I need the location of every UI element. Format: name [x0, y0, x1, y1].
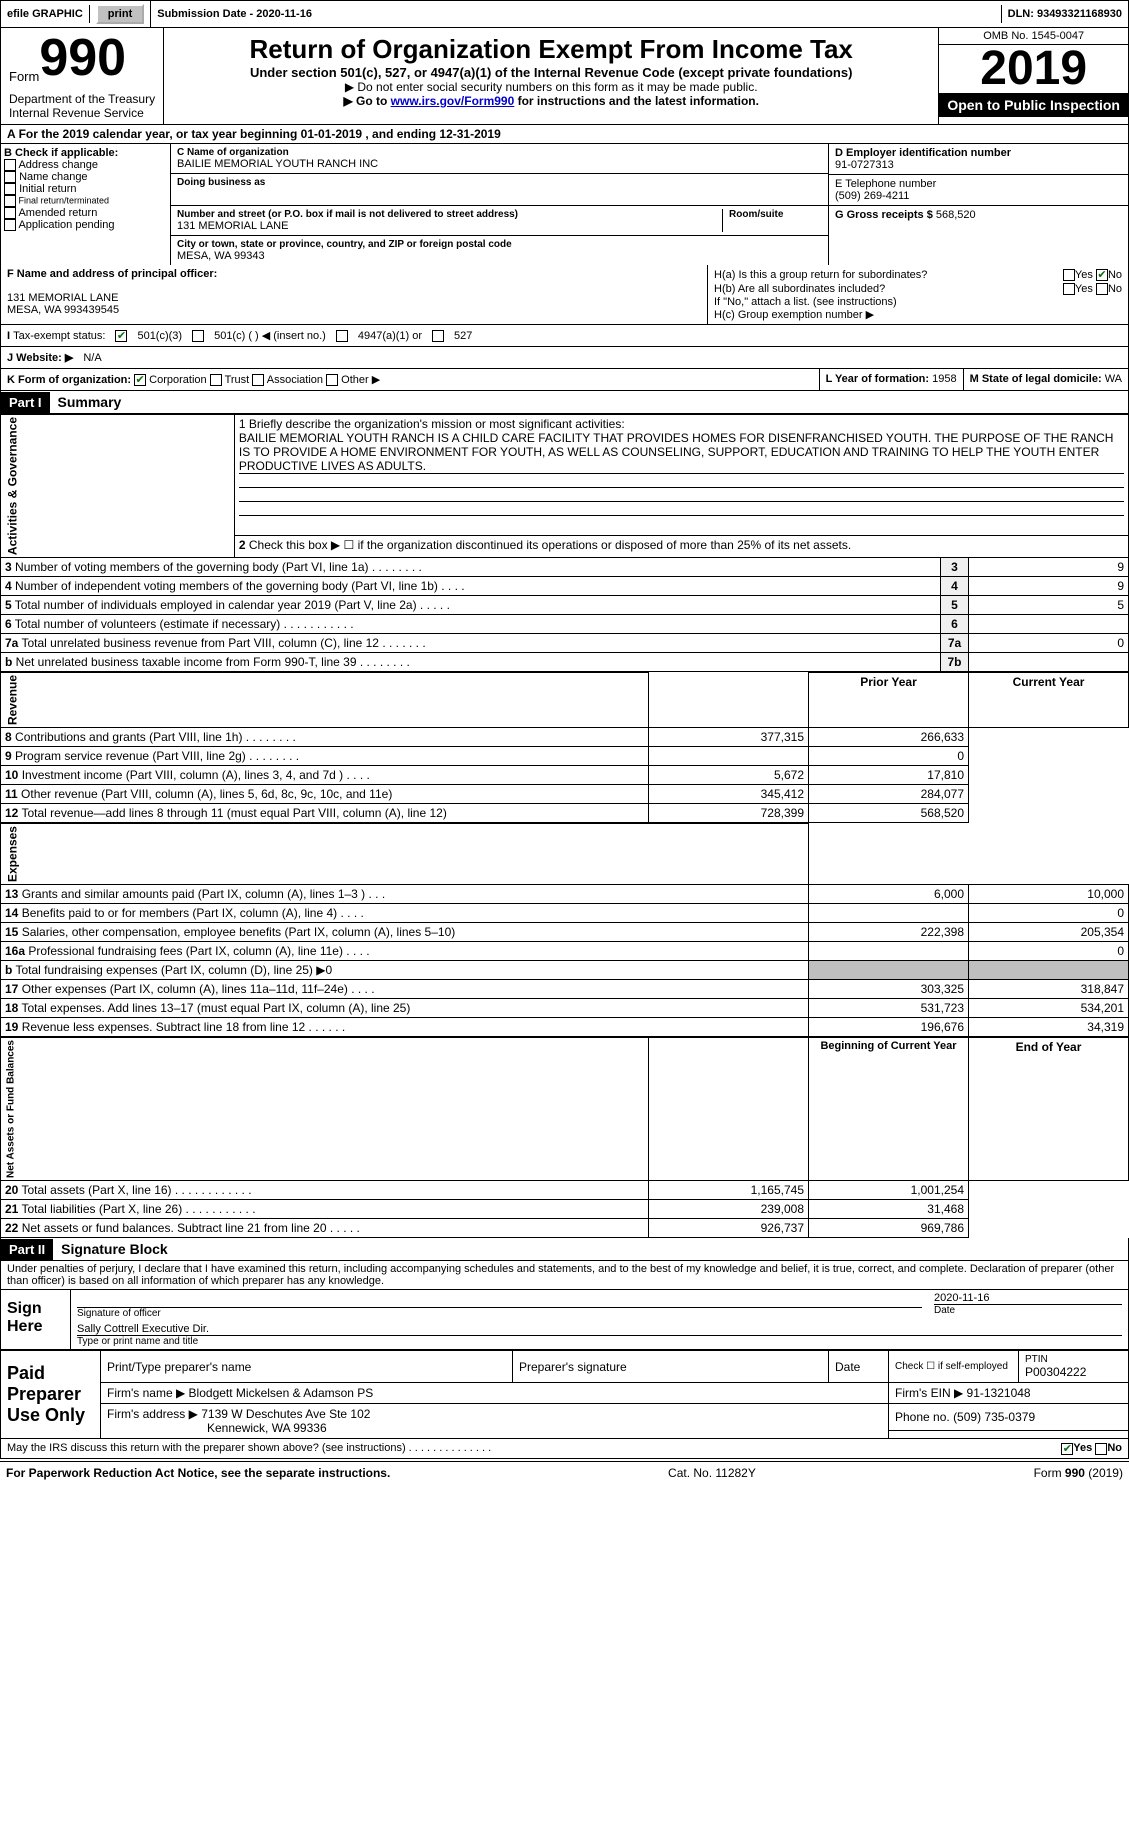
form-title: Return of Organization Exempt From Incom… [170, 34, 932, 65]
preparer-table: Paid Preparer Use Only Print/Type prepar… [0, 1350, 1129, 1439]
ha-no[interactable] [1096, 269, 1108, 281]
section-b: B Check if applicable: Address change Na… [1, 144, 171, 265]
chk-other[interactable] [326, 374, 338, 386]
org-name: BAILIE MEMORIAL YOUTH RANCH INC [177, 158, 822, 170]
sign-here-block: Sign Here Signature of officer 2020-11-1… [0, 1290, 1129, 1350]
sig-date: 2020-11-16 [934, 1292, 1122, 1305]
form-word: Form [9, 69, 39, 84]
chk-501c3[interactable] [115, 330, 127, 342]
netassets-label: Net Assets or Fund Balances [1, 1038, 649, 1181]
title-box: Return of Organization Exempt From Incom… [164, 28, 938, 124]
print-button[interactable]: print [96, 4, 144, 24]
line-a: A For the 2019 calendar year, or tax yea… [0, 125, 1129, 144]
summary-table: Activities & Governance 1 Briefly descri… [0, 414, 1129, 672]
chk-527[interactable] [432, 330, 444, 342]
part1-header: Part I Summary [0, 391, 1129, 414]
discuss-row: May the IRS discuss this return with the… [0, 1439, 1129, 1458]
ein: 91-0727313 [835, 159, 1122, 171]
hb-no[interactable] [1096, 283, 1108, 295]
form-number: 990 [39, 32, 126, 84]
chk-assoc[interactable] [252, 374, 264, 386]
chk-trust[interactable] [210, 374, 222, 386]
netassets-table: Net Assets or Fund Balances Beginning of… [0, 1037, 1129, 1238]
efile-label: efile GRAPHIC [1, 5, 90, 23]
chk-address-change[interactable] [4, 159, 16, 171]
department: Department of the Treasury Internal Reve… [1, 88, 163, 124]
expenses-table: Expenses 13 Grants and similar amounts p… [0, 823, 1129, 1037]
tax-exempt-status: I Tax-exempt status: 501(c)(3) 501(c) ( … [0, 325, 1129, 347]
top-bar: efile GRAPHIC print Submission Date - 20… [0, 0, 1129, 28]
section-c: C Name of organization BAILIE MEMORIAL Y… [171, 144, 828, 265]
chk-initial-return[interactable] [4, 183, 16, 195]
revenue-label: Revenue [1, 673, 649, 728]
dln: DLN: 93493321168930 [1002, 5, 1128, 23]
chk-app-pending[interactable] [4, 219, 16, 231]
print-button-wrap: print [90, 1, 151, 27]
section-deg: D Employer identification number 91-0727… [828, 144, 1128, 265]
irs-link[interactable]: www.irs.gov/Form990 [391, 94, 515, 108]
chk-501c[interactable] [192, 330, 204, 342]
chk-amended[interactable] [4, 207, 16, 219]
revenue-table: Revenue Prior Year Current Year 8 Contri… [0, 672, 1129, 823]
line2: 2 Check this box ▶ ☐ if the organization… [234, 536, 1128, 558]
expenses-label: Expenses [1, 824, 809, 885]
penalty-statement: Under penalties of perjury, I declare th… [0, 1261, 1129, 1290]
form-header: Form 990 Department of the Treasury Inte… [0, 28, 1129, 125]
ha-yes[interactable] [1063, 269, 1075, 281]
ptin: P00304222 [1025, 1365, 1122, 1379]
officer-name: Sally Cottrell Executive Dir. [77, 1323, 1122, 1336]
part2-header: Part II Signature Block [0, 1238, 1129, 1261]
paid-preparer-label: Paid Preparer Use Only [1, 1351, 101, 1439]
section-bcdeg: B Check if applicable: Address change Na… [0, 144, 1129, 265]
form-subtitle: Under section 501(c), 527, or 4947(a)(1)… [170, 65, 932, 80]
firm-addr1: 7139 W Deschutes Ave Ste 102 [201, 1407, 370, 1421]
form-note1: ▶ Do not enter social security numbers o… [170, 80, 932, 94]
org-address: 131 MEMORIAL LANE [177, 220, 722, 232]
mission-text: BAILIE MEMORIAL YOUTH RANCH IS A CHILD C… [239, 431, 1124, 474]
chk-4947[interactable] [336, 330, 348, 342]
section-h: H(a) Is this a group return for subordin… [708, 265, 1128, 324]
discuss-yes[interactable] [1061, 1443, 1073, 1455]
discuss-no[interactable] [1095, 1443, 1107, 1455]
gross-receipts: 568,520 [936, 209, 976, 221]
governance-label: Activities & Governance [1, 415, 235, 558]
chk-name-change[interactable] [4, 171, 16, 183]
year-box: OMB No. 1545-0047 2019 Open to Public In… [938, 28, 1128, 124]
org-city: MESA, WA 99343 [177, 250, 822, 262]
chk-corp[interactable] [134, 374, 146, 386]
hb-yes[interactable] [1063, 283, 1075, 295]
form-note2: ▶ Go to www.irs.gov/Form990 for instruct… [170, 94, 932, 108]
open-to-public: Open to Public Inspection [939, 93, 1128, 117]
section-f: F Name and address of principal officer:… [1, 265, 708, 324]
website-row: J Website: ▶ N/A [0, 347, 1129, 369]
section-fh: F Name and address of principal officer:… [0, 265, 1129, 325]
website-value: N/A [83, 352, 101, 364]
mission-prompt: 1 Briefly describe the organization's mi… [239, 417, 1124, 431]
sign-here-label: Sign Here [1, 1290, 71, 1349]
tax-year: 2019 [939, 45, 1128, 93]
firm-addr2: Kennewick, WA 99336 [207, 1421, 327, 1435]
section-klm: K Form of organization: Corporation Trus… [0, 369, 1129, 391]
phone: (509) 269-4211 [835, 190, 1122, 202]
firm-ein: 91-1321048 [967, 1386, 1031, 1400]
submission-date: Submission Date - 2020-11-16 [151, 5, 1001, 23]
page-footer: For Paperwork Reduction Act Notice, see … [0, 1461, 1129, 1484]
chk-final-return[interactable] [4, 195, 16, 207]
firm-phone: (509) 735-0379 [953, 1410, 1035, 1424]
firm-name: Blodgett Mickelsen & Adamson PS [189, 1386, 374, 1400]
